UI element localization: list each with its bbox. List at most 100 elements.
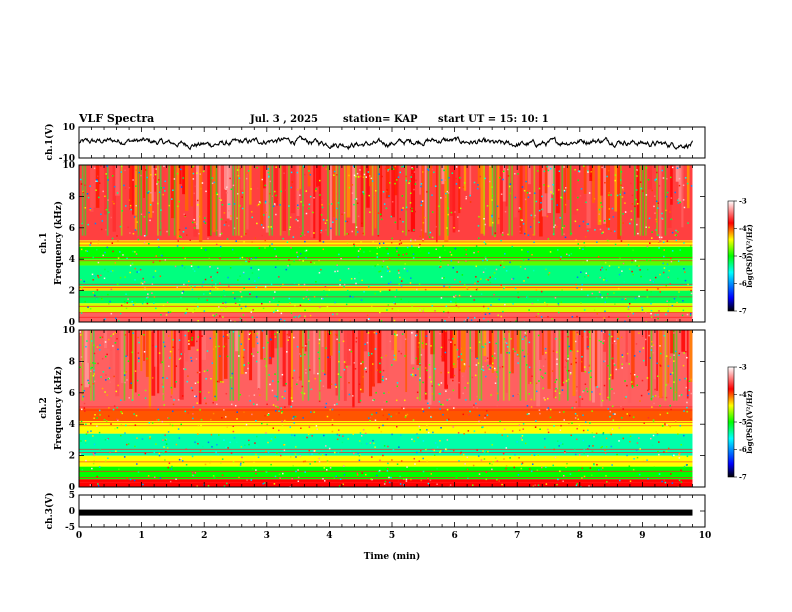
spectrogram-pixel	[272, 404, 275, 406]
spectrogram-pixel	[309, 195, 312, 198]
spectrogram-pixel	[153, 451, 156, 454]
spectrogram-pixel	[554, 390, 557, 392]
spectrogram-pixel	[647, 478, 649, 480]
spectrogram-pixel	[682, 443, 685, 446]
spectrogram-pixel	[484, 177, 486, 180]
spectrogram-pixel	[367, 352, 370, 354]
spectrogram-pixel	[520, 463, 523, 465]
spectrogram-pixel	[188, 280, 190, 283]
spectrogram-streak	[449, 165, 454, 216]
spectrogram-pixel	[101, 298, 103, 301]
spectrogram-pixel	[440, 426, 442, 429]
spectrogram-pixel	[547, 169, 550, 172]
spectrogram-pixel	[600, 205, 603, 208]
spectrogram-pixel	[178, 200, 180, 203]
spectrogram-pixel	[555, 226, 558, 228]
spectrogram-pixel	[124, 205, 127, 207]
spectrogram-pixel	[366, 341, 369, 344]
spectrogram-streak	[675, 330, 678, 401]
spectrogram-pixel	[96, 475, 98, 478]
spectrogram-pixel	[85, 433, 88, 435]
spectrogram-pixel	[167, 417, 170, 419]
x-tick-label: 2	[201, 531, 207, 541]
spectrogram-pixel	[222, 381, 224, 383]
spectrogram-pixel	[135, 215, 137, 217]
spectrogram-pixel	[657, 450, 659, 453]
spectrogram-pixel	[650, 437, 652, 440]
spectrogram-pixel	[251, 211, 253, 213]
spectrogram-streak	[235, 330, 240, 352]
spectrogram-streak	[193, 165, 198, 237]
spectrogram-pixel	[386, 418, 389, 420]
spectrogram-pixel	[380, 430, 383, 433]
spectrogram-pixel	[610, 433, 612, 436]
spectrogram-pixel	[84, 207, 87, 209]
spectrogram-pixel	[426, 369, 428, 372]
spectrogram-pixel	[143, 301, 146, 303]
spectrogram-pixel	[393, 333, 396, 335]
spectrogram-pixel	[226, 186, 228, 188]
spectrogram-pixel	[420, 201, 423, 203]
spectrogram-pixel	[510, 338, 512, 340]
spectrogram-pixel	[222, 302, 224, 304]
spectrogram-pixel	[587, 274, 590, 277]
spectrogram-pixel	[336, 174, 338, 176]
spectrogram-pixel	[685, 386, 688, 389]
spectrogram-pixel	[247, 362, 250, 364]
spectrogram-pixel	[306, 289, 308, 291]
spectrogram-pixel	[395, 425, 398, 428]
spectrogram-pixel	[620, 405, 622, 408]
spectrogram-pixel	[314, 461, 316, 463]
spectrogram-streak	[313, 165, 316, 239]
spectrogram-pixel	[297, 469, 299, 471]
spectrogram-pixel	[362, 191, 364, 193]
spectrogram-pixel	[147, 192, 149, 194]
spectrogram-pixel	[482, 369, 485, 372]
spectrogram-pixel	[274, 291, 276, 293]
spectrogram-pixel	[200, 187, 202, 190]
spectrogram-pixel	[172, 403, 175, 406]
spectrogram-pixel	[613, 292, 615, 294]
spectrogram-pixel	[235, 240, 237, 242]
spectrogram-pixel	[127, 226, 129, 229]
spectrogram-pixel	[284, 419, 286, 422]
spectrogram-pixel	[124, 432, 126, 434]
spectrogram-pixel	[529, 226, 532, 228]
colorbar-tick-label: -4	[739, 224, 747, 233]
spectrogram-pixel	[164, 434, 166, 436]
spectrogram-pixel	[375, 412, 378, 414]
spectrogram-pixel	[169, 423, 172, 425]
spectrogram-pixel	[418, 342, 420, 344]
spectrogram-pixel	[160, 254, 162, 257]
spectrogram-streak	[533, 330, 536, 401]
spectrogram-pixel	[104, 341, 107, 343]
spectrogram-pixel	[449, 251, 452, 253]
ch1-waveform-line	[78, 135, 694, 151]
spectrogram-pixel	[587, 230, 589, 232]
spectrogram-pixel	[452, 449, 455, 452]
spectrogram-pixel	[263, 482, 266, 484]
spectrogram-pixel	[293, 415, 295, 418]
spectrogram-pixel	[638, 295, 640, 298]
spectrogram-pixel	[296, 204, 299, 206]
spectrogram-pixel	[462, 186, 465, 188]
spectrogram-pixel	[410, 277, 412, 279]
spectrogram-pixel	[368, 194, 370, 197]
spectrogram-pixel	[274, 336, 277, 338]
spectrogram-pixel	[486, 414, 489, 416]
spectrogram-pixel	[409, 202, 412, 204]
spectrogram-pixel	[112, 333, 115, 335]
spectrogram-streak	[511, 330, 514, 374]
spectrogram-pixel	[339, 284, 341, 286]
spectrogram-pixel	[622, 237, 624, 239]
spectrogram-pixel	[115, 317, 117, 320]
spectrogram-pixel	[391, 364, 393, 366]
spectrogram-pixel	[542, 365, 545, 367]
spectrogram-pixel	[280, 190, 283, 193]
spectrogram-pixel	[194, 221, 196, 224]
spectrogram-streak	[572, 165, 577, 215]
spectrogram-pixel	[428, 236, 431, 238]
spectrogram-pixel	[475, 276, 477, 278]
spectrogram-pixel	[402, 221, 404, 223]
spectrogram-pixel	[151, 330, 153, 332]
